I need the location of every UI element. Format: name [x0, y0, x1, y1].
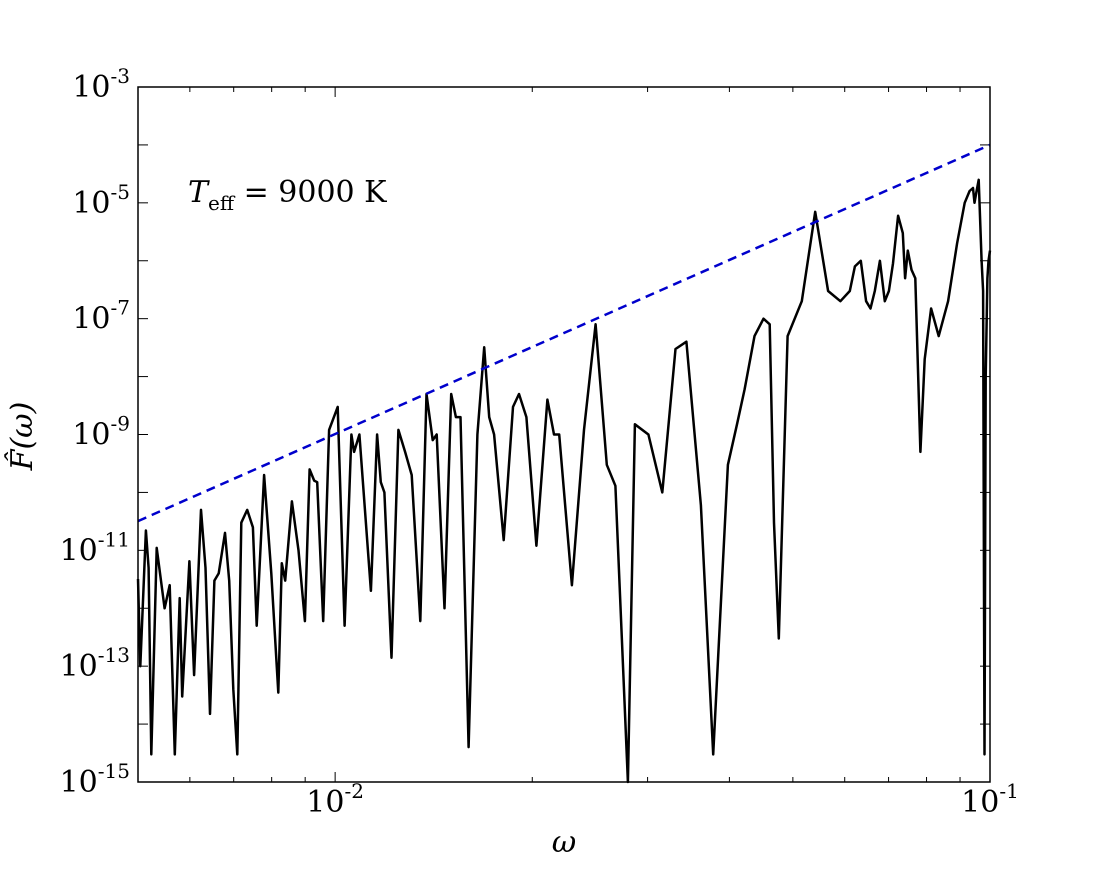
spectrum-line [136, 178, 992, 784]
annotation-var: T [188, 175, 210, 210]
tick-labels: 10-3 10-5 10-7 10-9 10-11 10-13 10-15 10-2 10-1 [60, 64, 1019, 820]
y-tick-label: 10-15 [60, 759, 130, 800]
y-tick-label: 10-5 [72, 180, 130, 221]
plot-frame [137, 86, 991, 783]
y-tick-label: 10-9 [72, 412, 130, 453]
y-axis-label: F̂(ω) [5, 402, 40, 472]
fit-line [137, 143, 991, 523]
annotation-rest: = 9000 K [234, 175, 387, 210]
x-axis-label: ω [552, 825, 576, 860]
x-tick-label: 10-2 [306, 779, 364, 820]
y-tick-label: 10-11 [60, 527, 130, 568]
series-group [136, 143, 992, 784]
y-tick-label: 10-3 [72, 64, 130, 105]
annotation: Teff = 9000 K [188, 175, 387, 215]
x-tick-label: 10-1 [961, 779, 1019, 820]
y-tick-label: 10-7 [72, 296, 130, 337]
annotation-sub: eff [208, 191, 236, 215]
y-tick-label: 10-13 [60, 643, 130, 684]
